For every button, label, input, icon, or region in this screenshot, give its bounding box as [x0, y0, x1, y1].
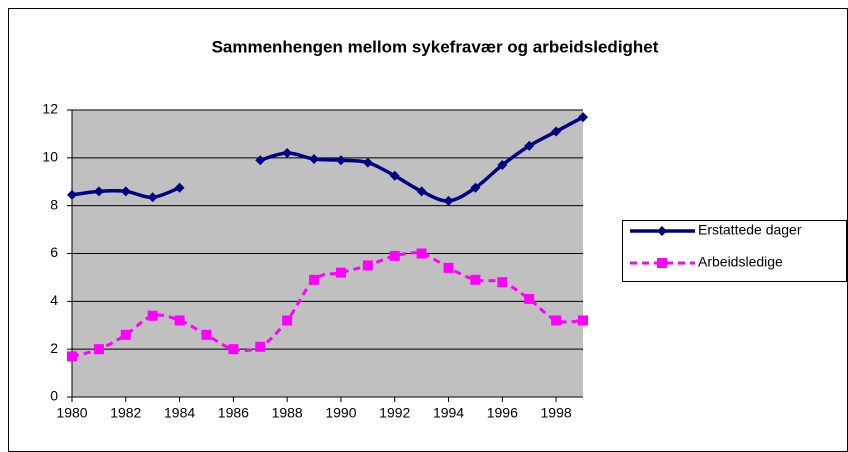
legend-label: Erstattede dager	[698, 222, 802, 238]
data-point	[282, 315, 293, 326]
data-point	[255, 341, 266, 352]
data-point	[389, 250, 400, 261]
data-point	[551, 126, 562, 137]
data-point	[443, 195, 454, 206]
data-point	[147, 192, 158, 203]
data-point	[362, 157, 373, 168]
y-tick-label: 10	[42, 149, 58, 165]
x-tick-label: 1984	[164, 405, 195, 421]
data-point	[174, 315, 185, 326]
data-point	[335, 267, 346, 278]
y-tick-label: 8	[50, 196, 58, 212]
data-point	[67, 189, 77, 200]
data-point	[228, 344, 239, 355]
data-point	[362, 260, 373, 271]
legend-marker	[657, 258, 667, 268]
data-point	[416, 248, 427, 259]
legend-label: Arbeidsledige	[698, 254, 783, 270]
data-point	[309, 274, 320, 285]
x-tick-label: 1982	[110, 405, 141, 421]
data-point	[416, 186, 427, 197]
data-point	[309, 154, 320, 165]
legend-box	[622, 220, 847, 282]
data-point	[282, 148, 293, 159]
data-point	[93, 344, 104, 355]
y-tick-label: 0	[50, 388, 58, 404]
data-point	[389, 170, 400, 181]
data-point	[443, 262, 454, 273]
x-tick-label: 1998	[541, 405, 572, 421]
data-point	[497, 160, 508, 171]
data-point	[524, 140, 535, 151]
y-tick-label: 6	[50, 244, 58, 260]
x-tick-label: 1994	[433, 405, 464, 421]
data-point	[335, 155, 346, 166]
x-tick-label: 1990	[325, 405, 356, 421]
data-point	[93, 186, 104, 197]
data-point	[147, 310, 158, 321]
y-tick-label: 12	[42, 101, 58, 117]
x-tick-label: 1996	[487, 405, 518, 421]
data-point	[578, 112, 588, 123]
data-point	[578, 315, 588, 326]
x-tick-label: 1980	[56, 405, 87, 421]
x-tick-label: 1988	[272, 405, 303, 421]
x-tick-label: 1992	[379, 405, 410, 421]
data-point	[470, 182, 481, 193]
data-point	[120, 186, 131, 197]
data-point	[120, 329, 131, 340]
data-point	[497, 277, 508, 288]
data-point	[255, 155, 266, 166]
chart-title: Sammenhengen mellom sykefravær og arbeid…	[212, 37, 659, 56]
data-point	[67, 351, 77, 362]
y-tick-label: 4	[50, 292, 58, 308]
y-tick-label: 2	[50, 340, 58, 356]
data-point	[470, 274, 481, 285]
legend-marker	[657, 226, 667, 236]
data-point	[201, 329, 212, 340]
data-point	[524, 293, 535, 304]
data-point	[174, 182, 185, 193]
x-tick-label: 1986	[218, 405, 249, 421]
data-point	[551, 315, 562, 326]
